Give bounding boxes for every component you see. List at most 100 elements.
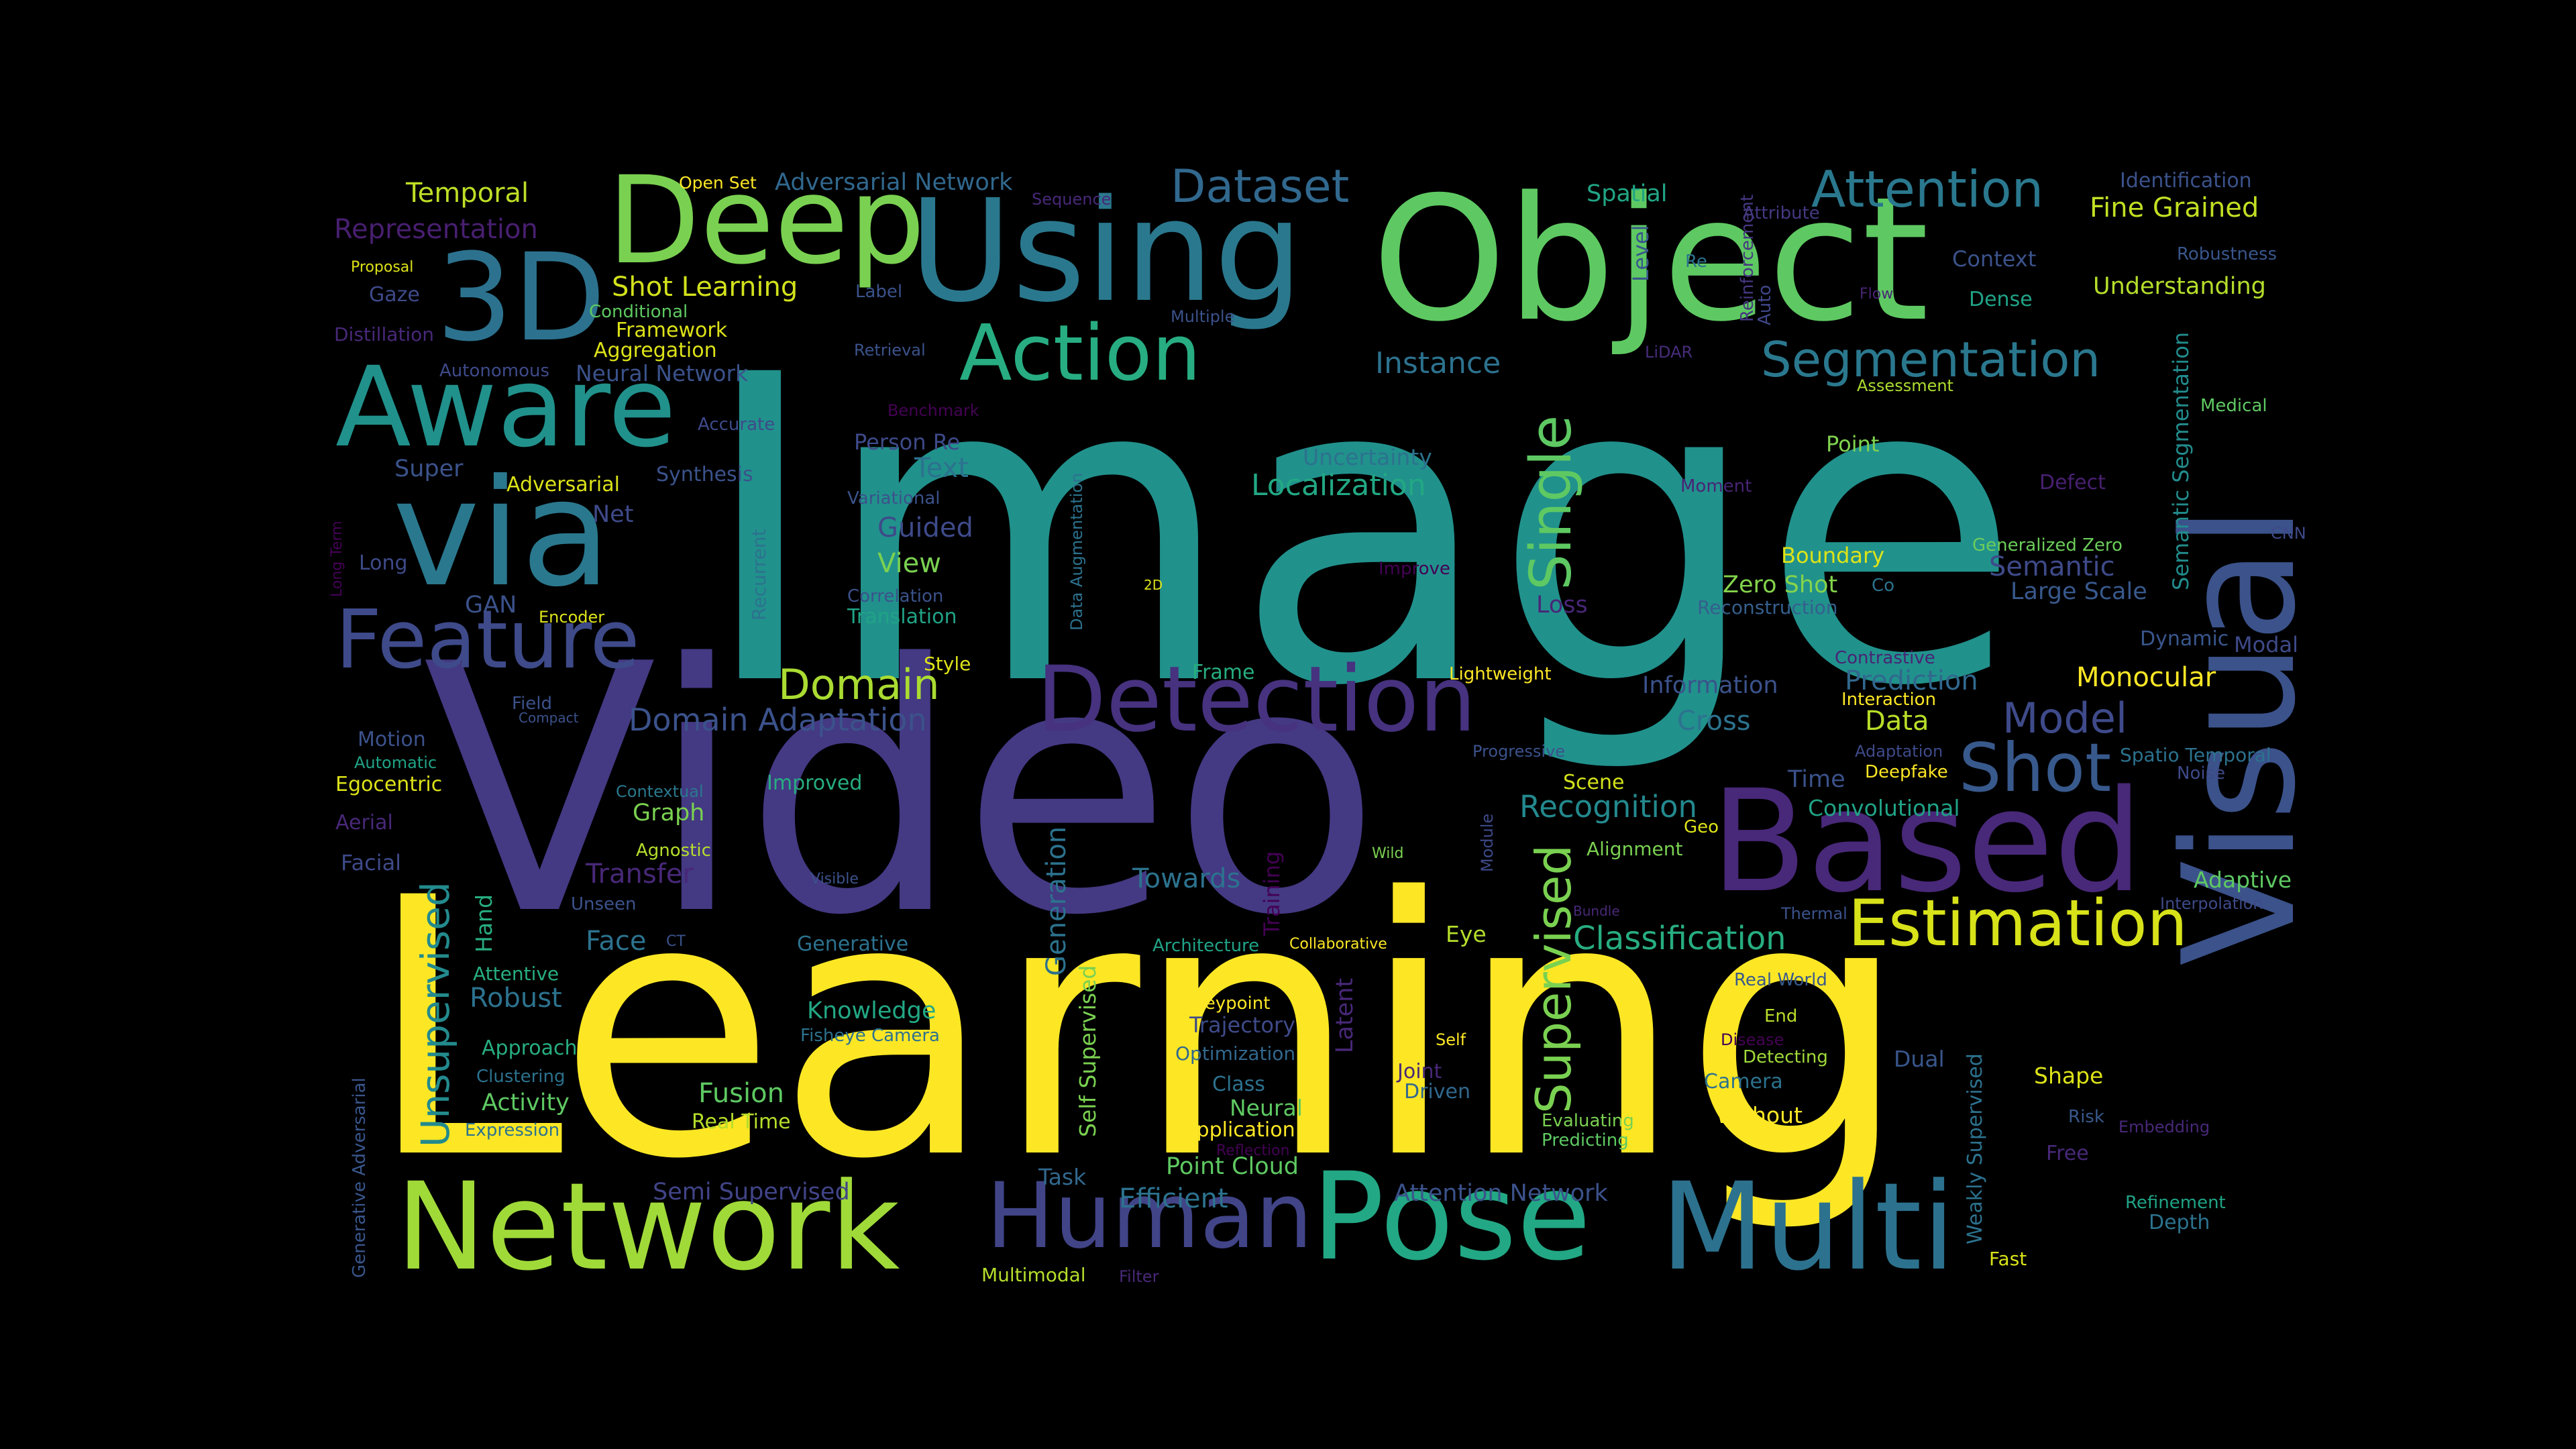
word: Generalized Zero xyxy=(1972,535,2123,555)
word: Dense xyxy=(1969,288,2033,311)
word: Thermal xyxy=(1781,904,1847,923)
word: Detection xyxy=(1036,647,1477,752)
word: Gaze xyxy=(369,283,420,307)
word: Recognition xyxy=(1519,789,1697,824)
word: Compact xyxy=(519,710,579,726)
word: Real World xyxy=(1734,970,1827,990)
word: Optimization xyxy=(1175,1042,1296,1065)
word: Frame xyxy=(1192,661,1255,684)
word: Text xyxy=(914,453,969,484)
word: Level xyxy=(1628,225,1654,282)
word: Convolutional xyxy=(1808,795,1960,821)
word: Deep xyxy=(607,151,926,291)
word: Bundle xyxy=(1573,903,1620,919)
word: Style xyxy=(924,653,971,675)
word: 2D xyxy=(1144,577,1163,593)
word: Motion xyxy=(358,728,426,751)
word: Contrastive xyxy=(1835,648,1935,668)
word: Instance xyxy=(1375,346,1501,380)
word: Based xyxy=(1711,759,2143,924)
word: Understanding xyxy=(2093,273,2266,300)
word: Spatio Temporal xyxy=(2120,744,2271,766)
word: View xyxy=(877,548,941,579)
word: Dataset xyxy=(1171,160,1350,213)
word: Attribute xyxy=(1743,203,1820,223)
word: Fusion xyxy=(698,1078,784,1109)
word: Noise xyxy=(2177,763,2226,784)
word: Deepfake xyxy=(1865,762,1948,782)
word: Aggregation xyxy=(594,339,717,362)
word: Uncertainty xyxy=(1303,444,1432,470)
word: Context xyxy=(1952,246,2037,272)
word: Transfer xyxy=(586,859,694,890)
word: Risk xyxy=(2068,1107,2104,1127)
word: Field xyxy=(512,694,553,714)
word: Approach xyxy=(482,1036,578,1060)
word: Aerial xyxy=(335,811,393,835)
word: Contextual xyxy=(616,782,704,801)
word: Refinement xyxy=(2125,1193,2226,1213)
word: Shot xyxy=(1959,729,2112,807)
word: Information xyxy=(1642,672,1778,699)
word: Filter xyxy=(1119,1267,1159,1286)
word: Classification xyxy=(1573,920,1786,957)
word: Improve xyxy=(1379,559,1450,579)
word: Model xyxy=(2002,694,2128,743)
word: Agnostic xyxy=(636,841,711,861)
word: Correlation xyxy=(847,586,944,606)
word: End xyxy=(1764,1006,1798,1026)
word: Human xyxy=(986,1163,1313,1269)
word: Clustering xyxy=(476,1067,566,1087)
word: Fisheye Camera xyxy=(800,1026,940,1046)
word: Architecture xyxy=(1152,936,1260,956)
word: Spatial xyxy=(1587,180,1668,207)
word: Point xyxy=(1826,431,1880,457)
word: Keypoint xyxy=(1194,994,1271,1014)
word: Dynamic xyxy=(2140,627,2229,651)
word: Multimodal xyxy=(981,1264,1086,1286)
word: GAN xyxy=(465,592,517,619)
word: Large Scale xyxy=(2010,578,2147,605)
word: 3D xyxy=(436,228,606,368)
word: Robustness xyxy=(2177,244,2277,264)
word: Generation xyxy=(1041,826,1072,976)
word: Image xyxy=(698,286,2022,778)
word: Sequence xyxy=(1032,190,1112,209)
word: Alignment xyxy=(1587,838,1683,860)
word: Moment xyxy=(1680,476,1752,496)
word: Geo xyxy=(1684,817,1719,837)
word: Fast xyxy=(1989,1248,2027,1270)
word: Learning xyxy=(366,822,1909,1236)
word: Temporal xyxy=(406,178,529,209)
word: Semi Supervised xyxy=(653,1179,850,1205)
word: Attention Network xyxy=(1394,1180,1608,1207)
word: Neural Network xyxy=(576,360,749,386)
word: Wild xyxy=(1372,845,1404,862)
word: Camera xyxy=(1704,1070,1783,1093)
word: Eye xyxy=(1446,921,1487,947)
word: Towards xyxy=(1132,863,1241,894)
word: Trajectory xyxy=(1189,1012,1295,1038)
word: Free xyxy=(2046,1142,2089,1165)
word: Egocentric xyxy=(335,773,443,796)
word: Framework xyxy=(616,319,728,342)
word: Neural xyxy=(1230,1095,1303,1121)
word: Defect xyxy=(2039,471,2106,494)
word: Data Augmentation xyxy=(1067,472,1086,631)
word: Weakly Supervised xyxy=(1964,1053,1987,1244)
word: Progressive xyxy=(1472,742,1566,761)
word: Single xyxy=(1518,415,1585,590)
word: Flow xyxy=(1860,286,1894,303)
word: Interpolation xyxy=(2160,894,2263,913)
word: Knowledge xyxy=(807,998,936,1024)
word: Recurrent xyxy=(748,529,770,621)
word: Domain xyxy=(778,660,940,709)
word: Encoder xyxy=(539,608,605,627)
word: Using xyxy=(909,169,1303,333)
word: Scene xyxy=(1563,771,1625,794)
word: Network xyxy=(396,1157,900,1297)
word: Task xyxy=(1038,1164,1087,1190)
word: Video xyxy=(423,592,1381,990)
word: Visible xyxy=(810,871,859,888)
word: Joint xyxy=(1397,1060,1442,1083)
